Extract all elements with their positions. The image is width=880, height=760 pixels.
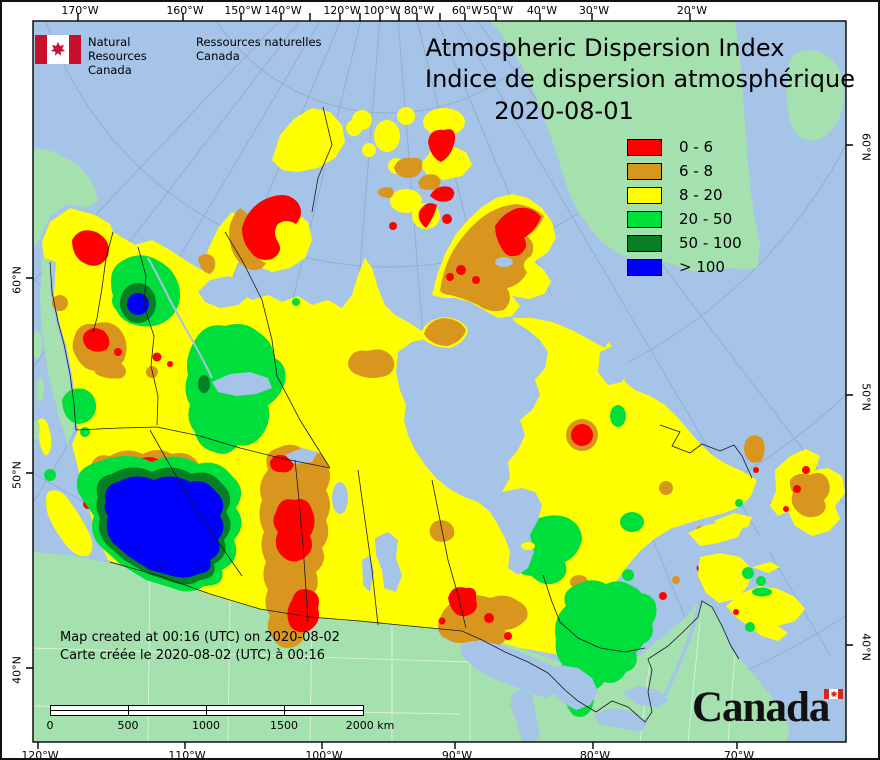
legend-label: 50 - 100 xyxy=(679,234,742,252)
atlantic-corner xyxy=(786,646,846,742)
axis-label-right: 40°N xyxy=(859,633,873,661)
hudson-bay xyxy=(396,272,548,575)
canada-flag-icon xyxy=(35,35,81,64)
maple-leaf-icon xyxy=(829,690,838,698)
axis-label-right: 60°N xyxy=(859,133,873,161)
map-creation-note: Map created at 00:16 (UTC) on 2020-08-02… xyxy=(60,630,340,663)
gaspe-peninsula xyxy=(688,521,744,546)
nrcan-signature: Natural Resources Canada Ressources natur… xyxy=(35,35,326,77)
axis-label-top: 120°W xyxy=(323,4,361,17)
axis-label-top: 160°W xyxy=(166,4,204,17)
axis-label-top: 40°W xyxy=(526,4,558,17)
region-other-land xyxy=(33,21,845,742)
scale-label: 1500 xyxy=(270,719,298,732)
axis-label-top: 100°W xyxy=(363,4,401,17)
axis-label-top: 50°W xyxy=(482,4,514,17)
axis-ticks xyxy=(26,13,853,749)
great-bear-lake xyxy=(198,276,250,308)
legend-swatch xyxy=(627,163,662,180)
axis-label-top: 20°W xyxy=(676,4,708,17)
region-usa xyxy=(33,552,792,742)
axis-label-bottom: 100°W xyxy=(305,749,343,760)
region-alaska xyxy=(33,148,98,248)
map-title-date: 2020-08-01 xyxy=(494,97,634,125)
scale-label: 1000 xyxy=(192,719,220,732)
ungava-bay xyxy=(598,345,630,385)
region-greenland xyxy=(490,21,760,272)
legend-swatch xyxy=(627,187,662,204)
adi-blue-regions xyxy=(104,293,224,578)
scale-label: 0 xyxy=(46,719,54,732)
pei xyxy=(752,562,780,573)
hudson-strait xyxy=(508,295,612,348)
legend-label: 6 - 8 xyxy=(679,162,714,180)
legend-label: 0 - 6 xyxy=(679,138,714,156)
axis-label-right: 50°N xyxy=(859,383,873,411)
maple-leaf-icon xyxy=(50,41,66,56)
axis-label-top: 80°W xyxy=(403,4,435,17)
political-borders xyxy=(49,106,753,723)
scale-label: 500 xyxy=(117,719,139,732)
eastern-island-patches xyxy=(424,204,830,632)
legend-label: > 100 xyxy=(679,258,725,276)
lake-winnipeg xyxy=(375,532,402,592)
axis-label-top: 140°W xyxy=(264,4,302,17)
axis-label-bottom: 70°W xyxy=(723,749,755,760)
signature-french: Ressources naturelles Canada xyxy=(196,35,322,63)
map-title-fr: Indice de dispersion atmosphérique xyxy=(424,65,856,93)
lake-erie xyxy=(592,708,648,732)
reindeer-lake xyxy=(332,482,348,514)
legend-swatch xyxy=(627,139,662,156)
axis-label-top: 60°W xyxy=(451,4,483,17)
legend-swatch xyxy=(627,211,662,228)
lake-athabasca xyxy=(285,448,318,464)
akimiski-island xyxy=(521,542,535,550)
axis-label-bottom: 80°W xyxy=(579,749,611,760)
axis-label-bottom: 110°W xyxy=(168,749,206,760)
map-title-en: Atmospheric Dispersion Index xyxy=(425,34,785,62)
new-brunswick xyxy=(698,553,752,603)
axis-label-left: 60°N xyxy=(10,266,24,294)
axis-label-left: 50°N xyxy=(10,461,24,489)
wordmark-flag-icon xyxy=(824,689,843,699)
wordmark-text: Canada xyxy=(692,684,830,731)
axis-label-bottom: 120°W xyxy=(21,749,59,760)
axis-label-top: 150°W xyxy=(224,4,262,17)
axis-label-top: 30°W xyxy=(578,4,610,17)
legend-label: 20 - 50 xyxy=(679,210,733,228)
lake-superior xyxy=(460,640,568,698)
scale-bar xyxy=(50,705,364,716)
axis-label-bottom: 90°W xyxy=(441,749,473,760)
great-slave-lake xyxy=(212,372,272,396)
canada-us-border xyxy=(109,561,740,723)
lake-michigan xyxy=(510,688,540,742)
canada-wordmark: Canada xyxy=(692,686,852,734)
lake-huron xyxy=(545,665,598,710)
legend-swatch xyxy=(627,259,662,276)
lake-ontario xyxy=(622,686,668,708)
signature-english: Natural Resources Canada xyxy=(88,35,147,77)
scale-label-end: 2000 km xyxy=(345,719,395,732)
axis-label-top: 170°W xyxy=(61,4,99,17)
nova-scotia xyxy=(726,586,805,641)
legend-swatch xyxy=(627,235,662,252)
axis-label-left: 40°N xyxy=(10,656,24,684)
region-iceland xyxy=(786,50,845,141)
legend-label: 8 - 20 xyxy=(679,186,723,204)
